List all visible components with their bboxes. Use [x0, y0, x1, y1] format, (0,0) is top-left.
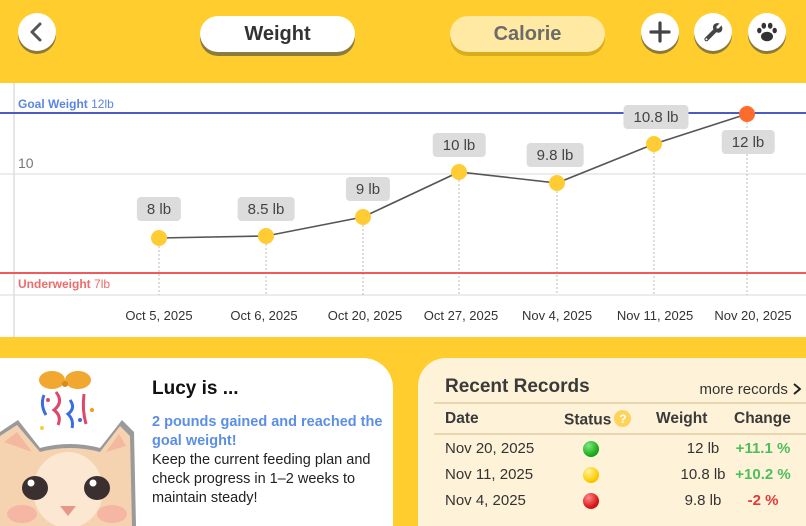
more-records-label: more records [699, 381, 788, 398]
weight-chart: Goal Weight 12lb Underweight 7lb 10 8 lb… [0, 83, 806, 337]
cat-avatar-illustration [0, 371, 136, 526]
status-red-icon [583, 493, 599, 509]
summary-highlight: 2 pounds gained and reached the goal wei… [152, 414, 383, 449]
table-row[interactable]: Nov 4, 2025 9.8 lb -2 % [418, 489, 806, 515]
chevron-right-icon [793, 383, 801, 395]
row-weight: 9.8 lb [684, 492, 722, 509]
point-label: 9.8 lb [526, 143, 584, 167]
underweight-value: 7lb [94, 277, 111, 291]
back-button[interactable] [18, 13, 56, 51]
column-header-date: Date [445, 410, 479, 427]
chevron-left-icon [30, 22, 42, 42]
pet-profile-button[interactable] [748, 13, 786, 51]
goal-weight-value: 12lb [91, 97, 114, 111]
summary-body: Keep the current feeding plan and check … [152, 452, 371, 506]
title-divider [434, 402, 806, 404]
summary-title: Lucy is ... [152, 378, 239, 399]
column-header-status: Status? [564, 410, 632, 430]
tab-calorie-label: Calorie [493, 22, 562, 45]
wrench-icon [704, 23, 723, 42]
row-date: Nov 4, 2025 [445, 492, 526, 509]
status-yellow-icon [583, 467, 599, 483]
x-axis-date: Nov 4, 2025 [521, 308, 593, 323]
point-label: 9 lb [345, 177, 391, 201]
point-label: 10 lb [432, 133, 486, 157]
row-weight: 12 lb [686, 440, 720, 457]
tab-calorie[interactable]: Calorie [450, 16, 605, 52]
goal-weight-title: Goal Weight [18, 97, 88, 111]
paw-icon [757, 22, 777, 42]
point-label: 10.8 lb [623, 105, 689, 129]
x-axis-date: Oct 27, 2025 [423, 308, 499, 323]
column-header-weight: Weight [656, 410, 708, 427]
more-records-link[interactable]: more records [699, 381, 802, 398]
underweight-title: Underweight [18, 277, 91, 291]
plus-icon [649, 21, 671, 43]
row-change: -2 % [747, 492, 779, 509]
goal-weight-label: Goal Weight 12lb [18, 97, 114, 111]
point-label: 8.5 lb [237, 197, 295, 221]
table-row[interactable]: Nov 11, 2025 10.8 lb +10.2 % [418, 463, 806, 489]
table-row[interactable]: Nov 20, 2025 12 lb +11.1 % [418, 437, 806, 463]
row-weight: 10.8 lb [680, 466, 726, 483]
row-date: Nov 11, 2025 [445, 466, 534, 483]
recent-records-card: Recent Records more records Date Status?… [418, 358, 806, 526]
point-label: 8 lb [136, 197, 182, 221]
header-divider [434, 433, 806, 435]
row-date: Nov 20, 2025 [445, 440, 535, 457]
y-axis-tick: 10 [18, 155, 34, 171]
row-change: +11.1 % [735, 440, 791, 457]
x-axis-date: Nov 20, 2025 [714, 308, 792, 323]
column-header-status-label: Status [564, 411, 612, 429]
records-title: Recent Records [445, 376, 590, 397]
x-axis-date: Oct 20, 2025 [327, 308, 403, 323]
tab-weight[interactable]: Weight [200, 16, 355, 52]
row-change: +10.2 % [735, 466, 791, 483]
help-icon[interactable]: ? [614, 410, 632, 427]
x-axis-date: Oct 5, 2025 [125, 308, 193, 323]
top-bar: Weight Calorie [0, 0, 806, 83]
summary-card: Lucy is ... 2 pounds gained and reached … [0, 358, 393, 526]
status-green-icon [583, 441, 599, 457]
add-button[interactable] [641, 13, 679, 51]
column-header-change: Change [734, 410, 791, 427]
point-label: 12 lb [721, 130, 775, 154]
x-axis-date: Oct 6, 2025 [230, 308, 298, 323]
settings-button[interactable] [694, 13, 732, 51]
tab-weight-label: Weight [244, 22, 311, 45]
x-axis-date: Nov 11, 2025 [616, 308, 694, 323]
underweight-label: Underweight 7lb [18, 277, 110, 291]
